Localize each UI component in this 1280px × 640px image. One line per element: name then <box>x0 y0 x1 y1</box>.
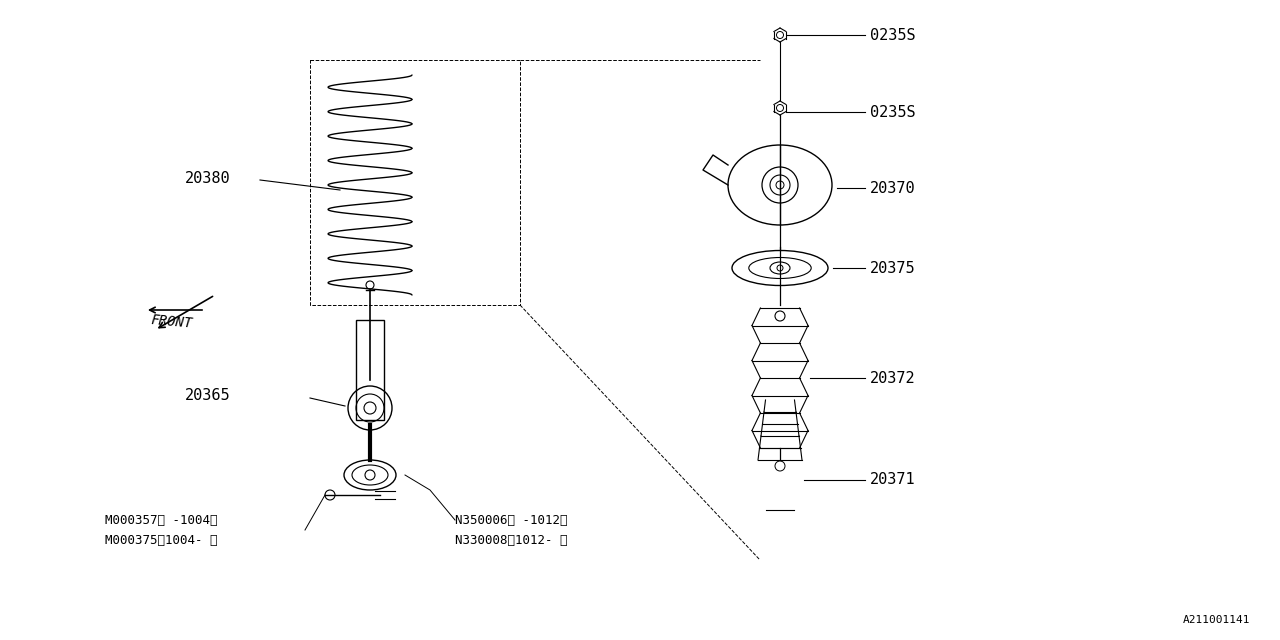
Text: N330008（1012- ）: N330008（1012- ） <box>454 534 567 547</box>
Text: A211001141: A211001141 <box>1183 615 1251 625</box>
Text: 0235S: 0235S <box>870 104 915 120</box>
Text: M000357（ -1004）: M000357（ -1004） <box>105 513 218 527</box>
Text: 20371: 20371 <box>870 472 915 488</box>
Text: 20365: 20365 <box>184 388 230 403</box>
Text: N350006（ -1012）: N350006（ -1012） <box>454 513 567 527</box>
Text: 20372: 20372 <box>870 371 915 385</box>
Text: M000375（1004- ）: M000375（1004- ） <box>105 534 218 547</box>
Text: 20370: 20370 <box>870 180 915 195</box>
Text: FRONT: FRONT <box>150 314 193 331</box>
Text: 20380: 20380 <box>184 170 230 186</box>
Text: 0235S: 0235S <box>870 28 915 42</box>
Text: 20375: 20375 <box>870 260 915 275</box>
